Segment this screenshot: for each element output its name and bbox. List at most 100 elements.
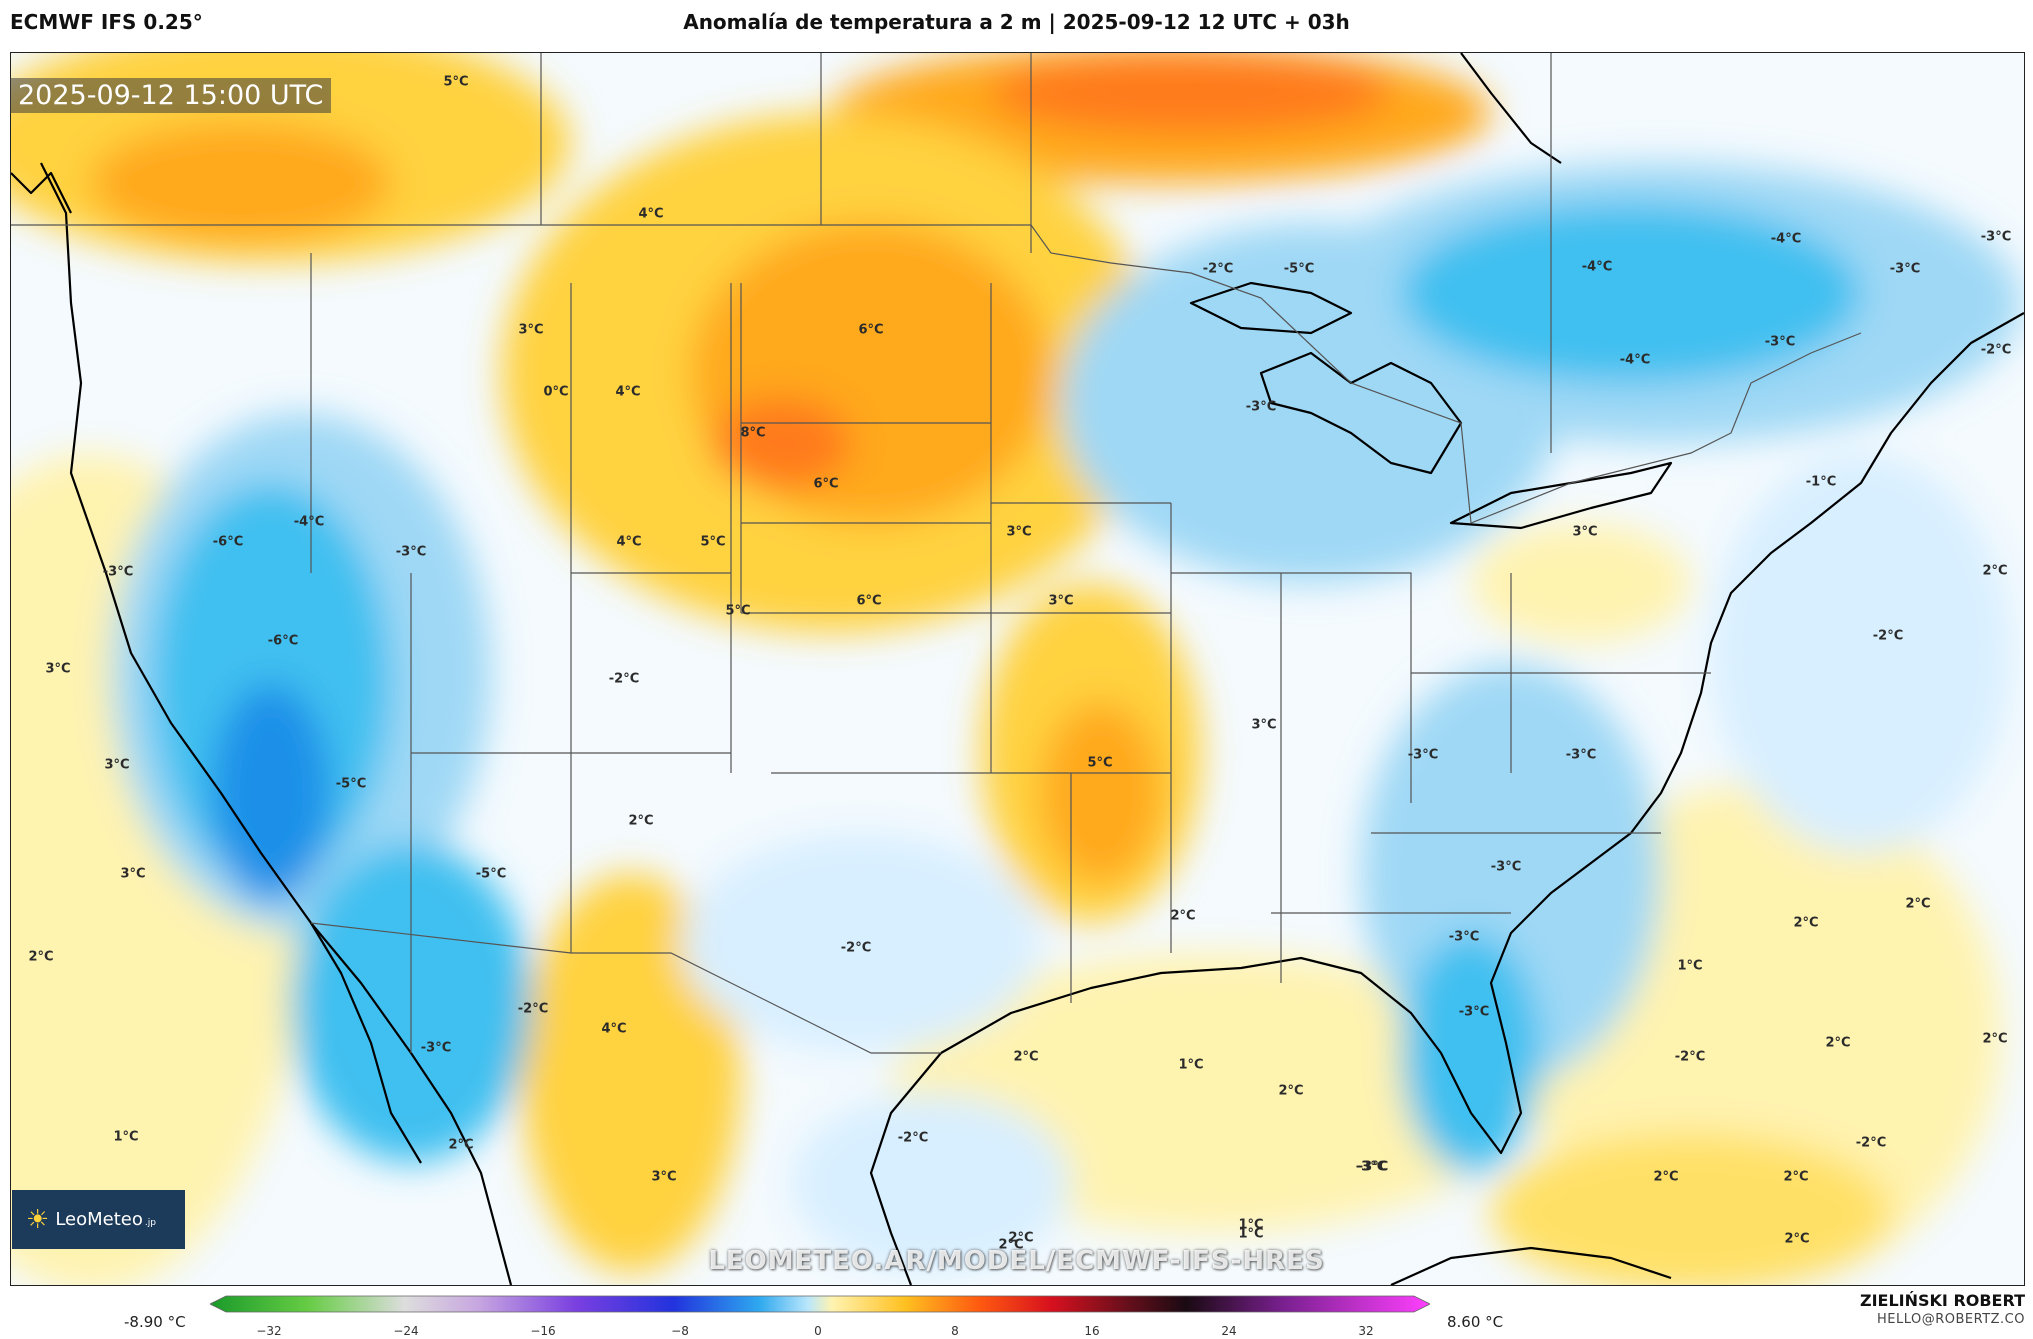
isotherm-label: -3°C (1245, 399, 1277, 415)
isotherm-label: 5°C (725, 603, 751, 619)
vancouver-coastline (11, 171, 72, 214)
isotherm-label: 3°C (45, 661, 71, 677)
isotherm-label: -2°C (1980, 342, 2012, 358)
isotherm-label: -4°C (293, 514, 325, 530)
isotherm-label: -3°C (1448, 929, 1480, 945)
legend-tick: −24 (393, 1324, 419, 1338)
isotherm-label: 2°C (1170, 908, 1196, 924)
isotherm-label: -2°C (1855, 1135, 1887, 1151)
warm-dakota-hot (711, 398, 851, 488)
isotherm-label: -2°C (517, 1001, 549, 1017)
isotherm-label: 6°C (858, 322, 884, 338)
model-name: ECMWF IFS 0.25° (10, 10, 203, 34)
hudson-coastline (1460, 53, 1562, 164)
map-title: Anomalía de temperatura a 2 m | 2025-09-… (683, 10, 1350, 34)
legend-tick: 16 (1084, 1324, 1100, 1338)
source-watermark: LEOMETEO.AR/MODEL/ECMWF-IFS-HRES (708, 1246, 1325, 1276)
great-lakes-shore (1259, 351, 1463, 475)
valid-time-badge: 2025-09-12 15:00 UTC (10, 78, 332, 113)
isotherm-label: -2°C (897, 1130, 929, 1146)
isotherm-label: 4°C (638, 206, 664, 222)
cool-texas (681, 833, 1041, 1053)
isotherm-label: -3°C (1407, 747, 1439, 763)
isotherm-label: 2°C (1793, 915, 1819, 931)
gulf-coastline (940, 312, 2024, 1155)
isotherm-label: 1°C (1238, 1226, 1264, 1242)
isotherm-label: 3°C (1048, 593, 1074, 609)
warm-mexico-plateau (521, 873, 741, 1273)
author-credit: ZIELIŃSKI ROBERT HELLO@ROBERTZ.CO (1860, 1291, 2025, 1327)
canada-provinces (540, 53, 1552, 453)
isotherm-label: 2°C (1278, 1083, 1304, 1099)
cool-atlantic-west (1711, 453, 2011, 853)
isotherm-label: -4°C (1770, 231, 1802, 247)
lake-erie-ontario-shore (1449, 461, 1673, 530)
isotherm-label: 3°C (120, 866, 146, 882)
isotherm-label: -2°C (1202, 261, 1234, 277)
isotherm-label: 2°C (448, 1137, 474, 1153)
colorbar-fill (210, 1295, 1430, 1313)
logo-suffix: .jp (144, 1217, 156, 1228)
isotherm-label: 3°C (651, 1169, 677, 1185)
isotherm-label: -2°C (840, 940, 872, 956)
legend-tick: 0 (814, 1324, 822, 1338)
isotherm-label: 5°C (1087, 755, 1113, 771)
cool-california-deep (211, 683, 331, 903)
isotherm-label: 3°C (518, 322, 544, 338)
isotherm-label: 2°C (1783, 1169, 1809, 1185)
isotherm-label: 2°C (1982, 563, 2008, 579)
isotherm-label: 5°C (443, 74, 469, 90)
cuba-coastline (1390, 1246, 1672, 1285)
isotherm-label: 2°C (1013, 1049, 1039, 1065)
isotherm-label: -6°C (212, 534, 244, 550)
isotherm-label: 1°C (1178, 1057, 1204, 1073)
color-legend: -8.90 °C −32 −24 (0, 1286, 2033, 1339)
isotherm-label: 3°C (1572, 524, 1598, 540)
isotherm-label: 1°C (113, 1129, 139, 1145)
isotherm-label: -3°C (1980, 229, 2012, 245)
logo-name: LeoMeteo (55, 1209, 143, 1230)
isotherm-label: -3°C (1565, 747, 1597, 763)
warm-canada-north-core (991, 53, 1391, 133)
state-grid-west (310, 253, 992, 1053)
legend-tick: −16 (530, 1324, 556, 1338)
isotherm-label: -6°C (267, 633, 299, 649)
canada-us-border (11, 224, 1862, 524)
isotherm-label: 3°C (1251, 717, 1277, 733)
isotherm-label: -4°C (1619, 352, 1651, 368)
isotherm-label: -4°C (1581, 259, 1613, 275)
isotherm-label: -3°C (1889, 261, 1921, 277)
coastline-layer (11, 53, 2024, 1285)
isotherm-label: -3°C (1764, 334, 1796, 350)
isotherm-label: -5°C (475, 866, 507, 882)
map-panel[interactable]: 5°C 4°C 3°C 0°C 4°C 6°C 8°C 6°C 4°C 5°C … (10, 52, 2025, 1286)
legend-tick: −8 (671, 1324, 689, 1338)
isotherm-label: 2°C (1825, 1035, 1851, 1051)
leometeo-logo[interactable]: ☀ LeoMeteo .jp (12, 1190, 185, 1249)
isotherm-label: -3°C (420, 1040, 452, 1056)
warm-northwest-core (91, 123, 391, 243)
cool-canada-east-core (1401, 203, 1861, 383)
isotherm-label: 1°C (1238, 1217, 1264, 1233)
legend-max-value: 8.60 °C (1447, 1313, 1504, 1331)
lake-superior-shore (1189, 281, 1353, 335)
isotherm-label: -2°C (608, 671, 640, 687)
legend-tick: −32 (256, 1324, 282, 1338)
isotherm-label: -3°C (1490, 859, 1522, 875)
isotherm-label: 1°C (1677, 958, 1703, 974)
pacific-coastline (40, 162, 513, 1285)
colorbar (210, 1295, 1430, 1313)
isotherm-label: 6°C (813, 476, 839, 492)
isotherm-label: -2°C (1674, 1049, 1706, 1065)
isotherm-label: 4°C (601, 1021, 627, 1037)
isotherm-label: 2°C (1905, 896, 1931, 912)
state-grid-central (741, 422, 1172, 1003)
legend-min-value: -8.90 °C (124, 1313, 186, 1331)
isotherm-label: -3°C (395, 544, 427, 560)
isotherm-label: 3°C (1006, 524, 1032, 540)
warm-ohio-valley (1471, 523, 1691, 643)
isotherm-label: -2°C (1872, 628, 1904, 644)
warm-arkansas (1041, 703, 1161, 883)
isotherm-label: 4°C (616, 534, 642, 550)
author-email: HELLO@ROBERTZ.CO (1876, 1312, 2025, 1327)
